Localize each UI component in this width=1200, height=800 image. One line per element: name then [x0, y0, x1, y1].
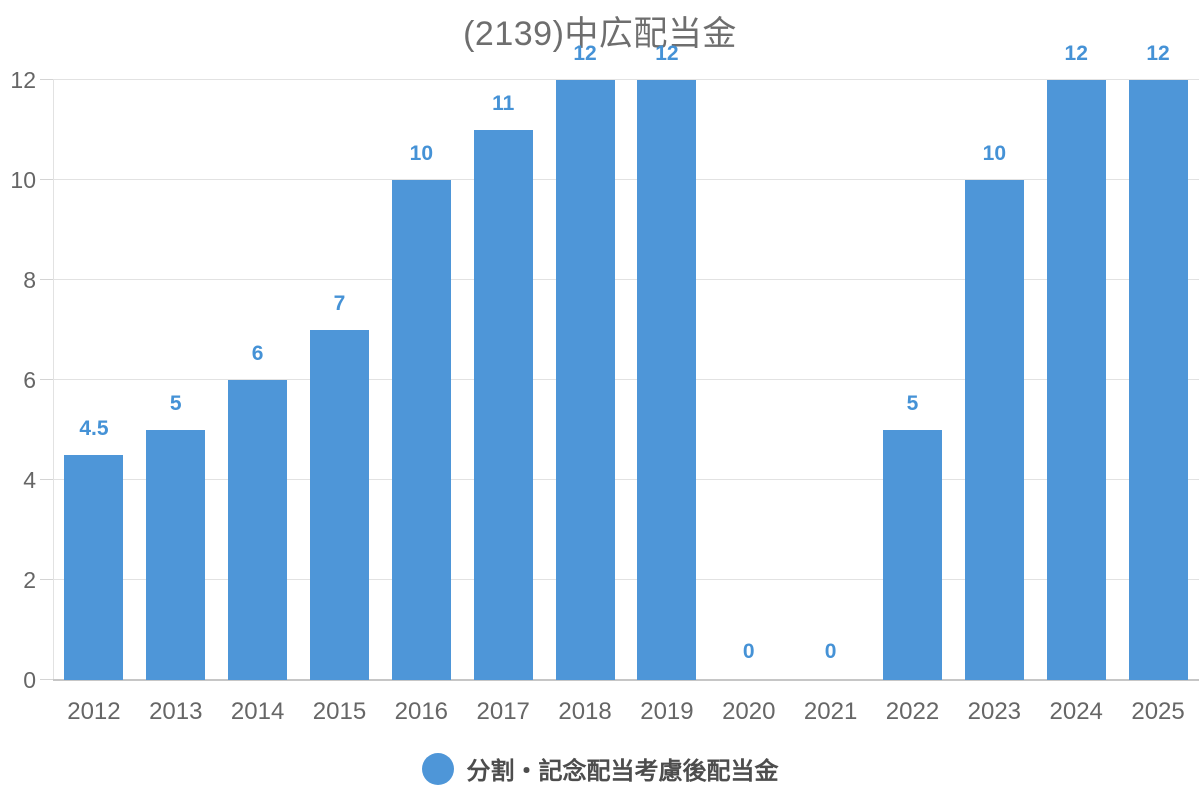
bar-value-label-2019: 12: [655, 42, 679, 65]
bar-2012: [64, 455, 124, 680]
legend-circle-icon: [421, 752, 454, 785]
y-axis-tick-mark: [40, 479, 53, 480]
y-axis-tick-mark: [40, 79, 53, 80]
bar-2025: [1128, 80, 1188, 680]
bar-value-label-2025: 12: [1146, 42, 1170, 65]
gridline: [53, 379, 1199, 380]
x-axis-label-2015: 2015: [312, 698, 367, 725]
bar-value-label-2013: 5: [169, 392, 182, 415]
bar-2017: [473, 130, 533, 680]
y-axis-tick-mark: [40, 379, 53, 380]
y-axis-line: [53, 80, 54, 680]
y-axis-tick-mark: [40, 679, 53, 680]
gridline: [53, 79, 1199, 80]
bar-value-label-2018: 12: [573, 42, 597, 65]
bar-value-label-2012: 4.5: [79, 417, 109, 440]
plot-area: 4.5 5 6 7 10 11 12 12 0 0 5 10 12 12: [53, 42, 1199, 681]
y-axis-tick-label: 2: [23, 567, 36, 593]
x-axis-label-2024: 2024: [1049, 698, 1103, 725]
x-axis-label-2025: 2025: [1131, 698, 1185, 725]
bar-2024: [1046, 80, 1106, 680]
x-axis-label-2017: 2017: [476, 698, 530, 725]
gridline: [53, 579, 1199, 580]
y-axis-tick-label: 0: [23, 667, 36, 693]
x-axis-label-2018: 2018: [558, 698, 612, 725]
x-axis-label-2022: 2022: [885, 698, 940, 725]
x-axis-label-2021: 2021: [803, 698, 858, 725]
bar-2014: [228, 380, 288, 680]
y-axis-tick-mark: [40, 179, 53, 180]
x-axis-label-2023: 2023: [967, 698, 1022, 725]
bar-value-label-2022: 5: [906, 392, 919, 415]
x-axis-label-2012: 2012: [67, 698, 121, 725]
x-axis-line: [53, 679, 1199, 681]
bar-value-label-2014: 6: [251, 342, 264, 365]
bar-2015: [310, 330, 369, 680]
bar-value-label-2017: 11: [492, 92, 515, 115]
y-axis-tick-label: 4: [23, 467, 36, 493]
bar-value-label-2024: 12: [1064, 42, 1088, 65]
bar-value-label-2016: 10: [409, 142, 434, 165]
gridline: [53, 479, 1199, 480]
legend: 分割・記念配当考慮後配当金: [0, 751, 1200, 786]
x-axis-label-2014: 2014: [230, 698, 285, 725]
x-axis-label-2013: 2013: [149, 698, 203, 725]
y-axis-tick-label: 12: [10, 67, 36, 93]
bar-2019: [637, 80, 697, 680]
bar-value-label-2021: 0: [824, 640, 837, 663]
bar-2013: [146, 430, 206, 680]
gridline: [53, 179, 1199, 180]
x-axis-label-2019: 2019: [640, 698, 694, 725]
x-axis-label-2016: 2016: [394, 698, 449, 725]
bar-2022: [883, 430, 942, 680]
y-axis-tick-label: 8: [23, 267, 36, 293]
y-axis-tick-label: 6: [23, 367, 36, 393]
y-axis-tick-mark: [40, 579, 53, 580]
bar-2016: [391, 180, 451, 680]
y-axis-tick-mark: [40, 279, 53, 280]
chart-title: (2139)中広配当金: [463, 15, 737, 53]
x-axis-label-2020: 2020: [722, 698, 776, 725]
bar-value-label-2015: 7: [333, 292, 346, 315]
y-axis-tick-label: 10: [10, 167, 36, 193]
bar-2023: [964, 180, 1024, 680]
bar-value-label-2023: 10: [982, 142, 1007, 165]
legend-series-label: 分割・記念配当考慮後配当金: [466, 758, 779, 785]
gridline: [53, 279, 1199, 280]
bar-2018: [555, 80, 615, 680]
bar-value-label-2020: 0: [742, 640, 755, 663]
